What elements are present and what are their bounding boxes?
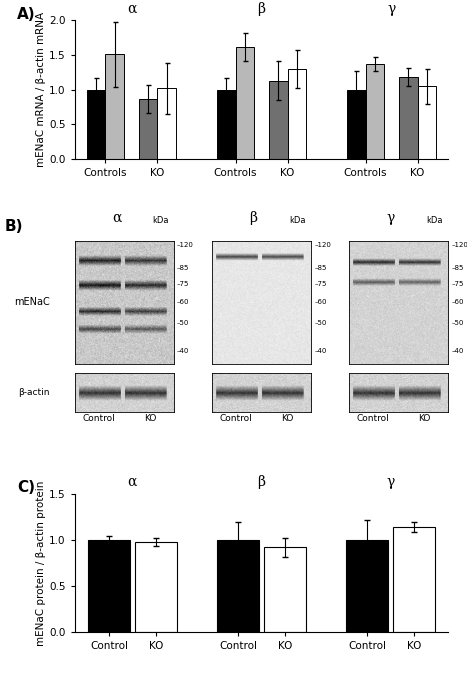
Y-axis label: mENaC protein / β-actin protein: mENaC protein / β-actin protein <box>36 480 46 646</box>
Text: α: α <box>128 475 137 489</box>
Text: –50: –50 <box>314 320 326 326</box>
Text: –75: –75 <box>451 281 464 287</box>
Bar <box>157 88 177 159</box>
Text: A): A) <box>17 7 35 22</box>
Text: –60: –60 <box>177 299 190 305</box>
Text: B): B) <box>5 220 23 235</box>
Text: γ: γ <box>388 1 396 16</box>
Text: –85: –85 <box>177 265 190 271</box>
Text: –75: –75 <box>314 281 326 287</box>
Text: C): C) <box>17 480 35 495</box>
Bar <box>134 542 177 632</box>
Text: –40: –40 <box>314 348 326 354</box>
Bar <box>269 81 288 159</box>
Text: –50: –50 <box>451 320 464 326</box>
Text: –50: –50 <box>177 320 190 326</box>
Bar <box>366 64 384 159</box>
Text: –85: –85 <box>451 265 464 271</box>
Text: –120: –120 <box>177 242 194 248</box>
Bar <box>417 86 437 159</box>
Bar <box>235 47 255 159</box>
Text: kDa: kDa <box>426 216 443 225</box>
Text: β: β <box>257 475 266 489</box>
Text: –85: –85 <box>314 265 326 271</box>
Bar <box>264 547 306 632</box>
Text: –60: –60 <box>314 299 327 305</box>
Text: mENaC: mENaC <box>14 297 50 307</box>
Bar <box>88 540 130 632</box>
Text: β-actin: β-actin <box>18 388 50 397</box>
Text: –120: –120 <box>314 242 331 248</box>
Text: –40: –40 <box>451 348 464 354</box>
Text: –60: –60 <box>451 299 464 305</box>
Text: α: α <box>127 1 136 16</box>
Bar <box>288 69 306 159</box>
Text: –120: –120 <box>451 242 467 248</box>
Bar <box>139 99 157 159</box>
Bar <box>217 540 259 632</box>
Bar <box>217 90 235 159</box>
Bar <box>346 540 389 632</box>
Text: kDa: kDa <box>152 216 169 225</box>
Bar <box>106 54 124 159</box>
Text: α: α <box>112 211 121 225</box>
Bar <box>86 90 106 159</box>
Text: –40: –40 <box>177 348 190 354</box>
Bar <box>393 527 435 632</box>
Y-axis label: mENaC mRNA / β-actin mRNA: mENaC mRNA / β-actin mRNA <box>36 12 46 167</box>
Bar <box>347 90 366 159</box>
Text: β: β <box>257 1 266 16</box>
Text: –75: –75 <box>177 281 190 287</box>
Text: β: β <box>249 211 258 225</box>
Bar <box>399 77 417 159</box>
Text: kDa: kDa <box>290 216 306 225</box>
Text: γ: γ <box>387 211 395 225</box>
Text: γ: γ <box>387 475 395 489</box>
